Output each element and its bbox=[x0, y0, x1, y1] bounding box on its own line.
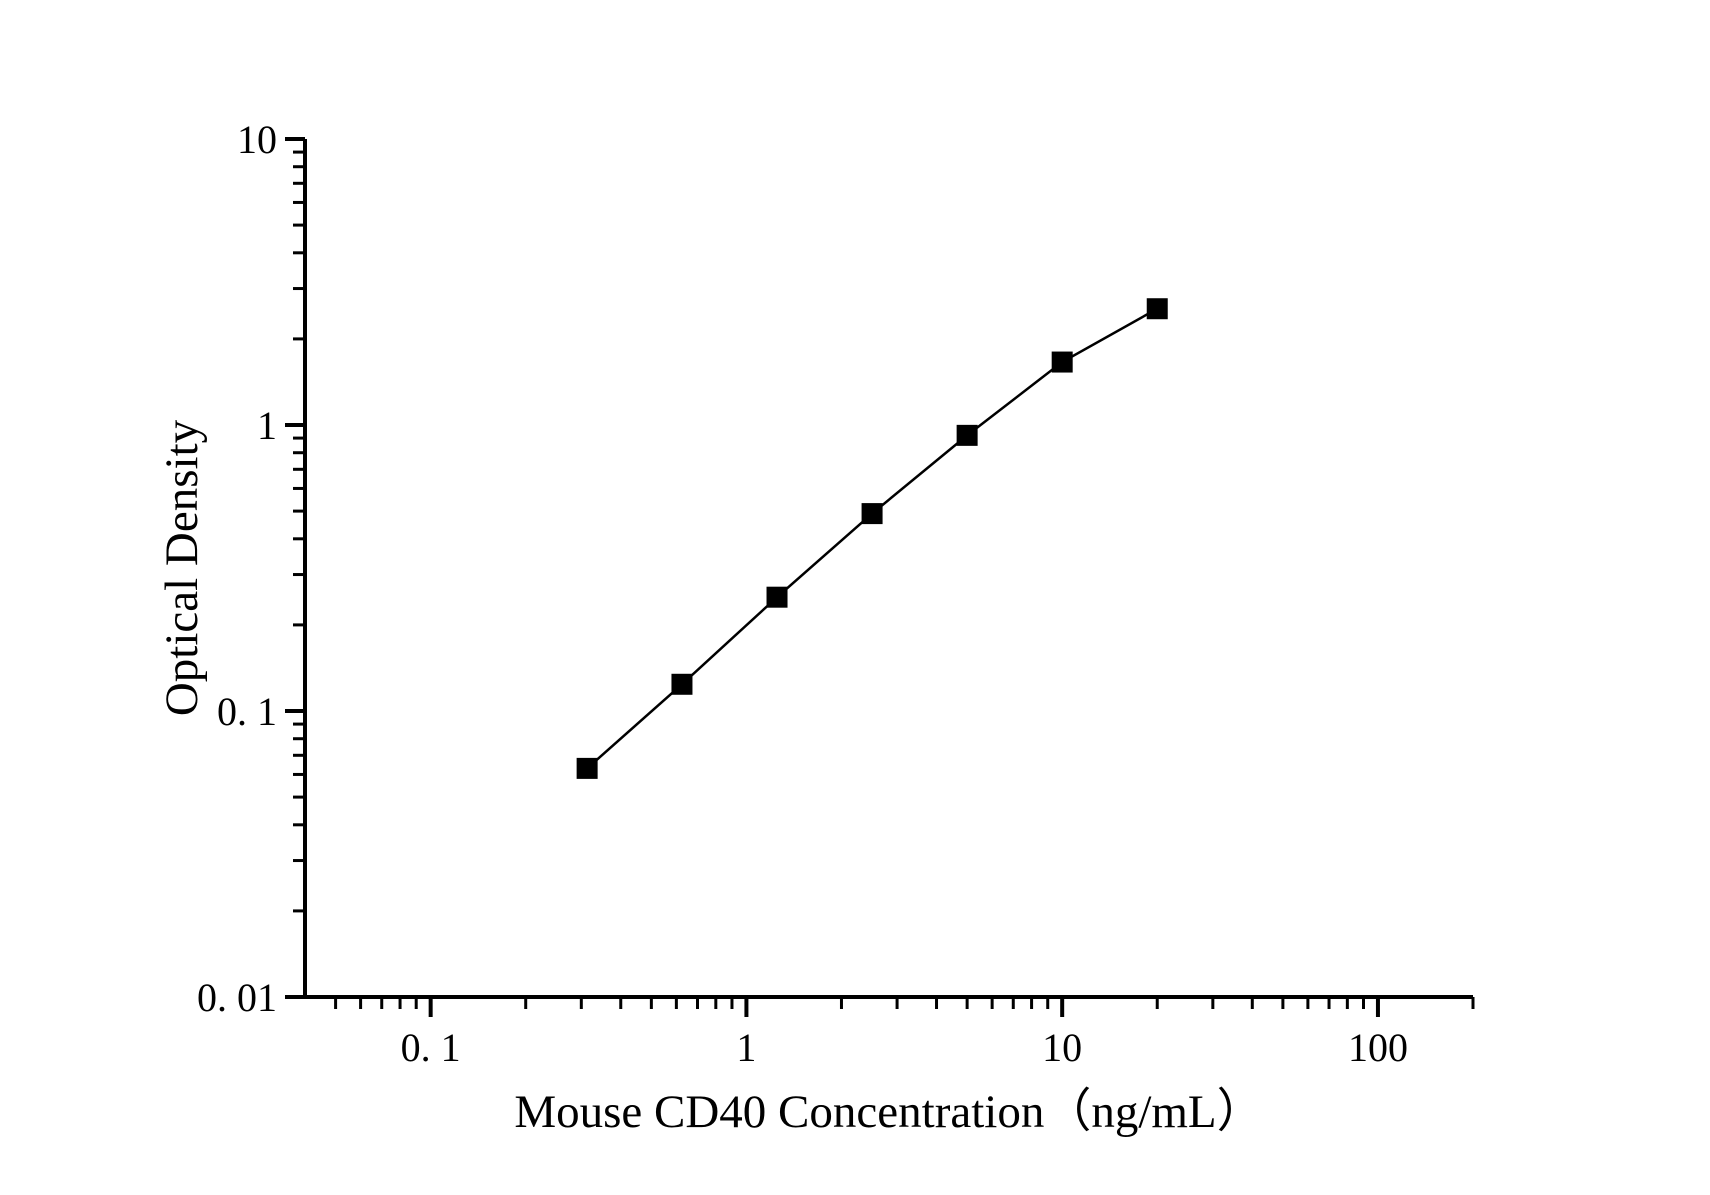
y-tick-label: 0. 01 bbox=[197, 975, 277, 1020]
x-tick-label: 0. 1 bbox=[401, 1025, 461, 1070]
data-point-5 bbox=[1051, 351, 1073, 373]
series-markers bbox=[576, 298, 1168, 779]
series-line bbox=[586, 307, 1158, 770]
y-axis-ticks bbox=[285, 137, 305, 999]
y-tick-label: 0. 1 bbox=[217, 689, 277, 734]
y-tick-label: 1 bbox=[257, 403, 277, 448]
x-axis-title: Mouse CD40 Concentration（ng/mL） bbox=[514, 1086, 1263, 1138]
x-axis-ticks bbox=[334, 997, 1475, 1017]
axes bbox=[303, 139, 1473, 999]
y-axis-title: Optical Density bbox=[156, 419, 208, 716]
x-tick-label: 10 bbox=[1042, 1025, 1082, 1070]
y-axis-tick-labels: 10 1 0. 1 0. 01 bbox=[197, 117, 277, 1020]
data-point-3 bbox=[861, 503, 883, 525]
y-tick-label: 10 bbox=[237, 117, 277, 162]
x-tick-label: 1 bbox=[736, 1025, 756, 1070]
x-tick-label: 100 bbox=[1348, 1025, 1408, 1070]
data-point-2 bbox=[766, 586, 788, 608]
data-point-4 bbox=[956, 424, 978, 446]
x-axis-tick-labels: 0. 1 1 10 100 bbox=[401, 1025, 1408, 1070]
data-point-6 bbox=[1146, 298, 1168, 320]
data-point-1 bbox=[671, 673, 693, 695]
data-point-0 bbox=[576, 757, 598, 779]
